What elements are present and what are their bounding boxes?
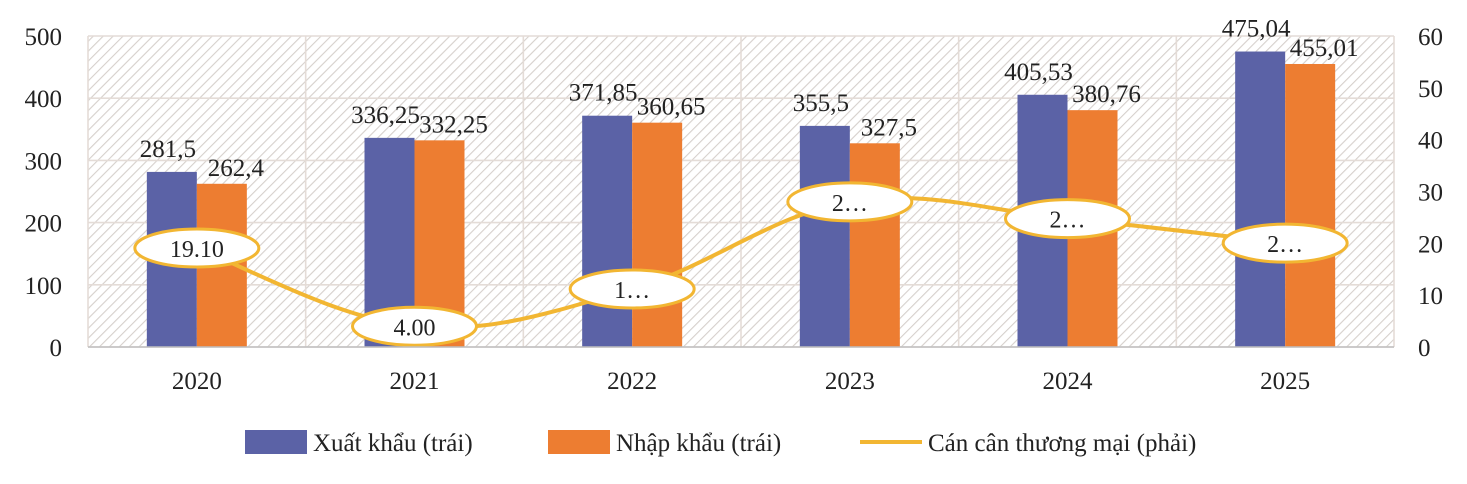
y-right-tick-label: 60 — [1418, 24, 1443, 51]
gridlines — [87, 35, 1395, 348]
balance-point-label: 1… — [614, 278, 650, 304]
y-left-tick-label: 400 — [25, 86, 63, 113]
bar-export-2023 — [799, 125, 850, 347]
x-tick-label: 2020 — [172, 368, 222, 395]
legend-swatch-1 — [548, 430, 610, 454]
data-label-export: 371,85 — [569, 80, 638, 107]
x-tick-label: 2023 — [825, 368, 875, 395]
data-label-export: 475,04 — [1222, 16, 1291, 43]
bar-export-2025 — [1235, 51, 1286, 348]
y-left-tick-label: 0 — [50, 335, 63, 362]
x-tick-label: 2025 — [1260, 368, 1310, 395]
y-right-tick-label: 40 — [1418, 128, 1443, 155]
data-label-import: 380,76 — [1072, 81, 1141, 108]
y-left-tick-label: 300 — [25, 148, 63, 175]
balance-point-label: 2… — [1050, 208, 1086, 234]
data-label-export: 405,53 — [1004, 59, 1073, 86]
balance-label-bubble — [1221, 222, 1349, 264]
data-label-import: 262,4 — [208, 155, 265, 182]
y-left-tick-label: 500 — [25, 24, 63, 51]
y-right-tick-label: 0 — [1418, 335, 1431, 362]
axes-group: 0 100 200 300 400 500 0 10 20 30 40 50 60 2020 2021 202… — [25, 24, 1444, 395]
legend-label-1: Nhập khẩu (trái) — [616, 430, 781, 457]
data-label-import: 360,65 — [637, 94, 706, 121]
legend-label-2: Cán cân thương mại (phải) — [928, 430, 1196, 457]
balance-label-bubble — [133, 227, 261, 269]
y-right-tick-label: 50 — [1418, 76, 1443, 103]
x-tick-label: 2024 — [1043, 368, 1094, 395]
bar-export-2022 — [582, 115, 633, 348]
data-label-import: 455,01 — [1290, 35, 1359, 62]
bar-import-2023 — [849, 143, 900, 347]
y-left-tick-label: 200 — [25, 211, 63, 238]
balance-point-label: 19.10 — [170, 237, 224, 263]
x-tick-label: 2022 — [607, 368, 657, 395]
y-left-tick-label: 100 — [25, 273, 63, 300]
balance-label-bubble — [786, 181, 914, 223]
x-tick-label: 2021 — [390, 368, 440, 395]
legend-swatch-0 — [245, 430, 307, 454]
balance-point-label: 2… — [1267, 232, 1303, 258]
balance-point-label: 2… — [832, 191, 868, 217]
data-label-export: 281,5 — [140, 136, 196, 163]
y-right-tick-label: 30 — [1418, 180, 1443, 207]
balance-label-bubble — [351, 305, 478, 347]
legend-label-0: Xuất khẩu (trái) — [313, 430, 473, 457]
y-right-tick-label: 20 — [1418, 231, 1443, 258]
y-right-tick-label: 10 — [1418, 283, 1443, 310]
balance-label-bubble — [568, 268, 696, 310]
data-label-import: 332,25 — [419, 111, 488, 138]
data-label-export: 336,25 — [351, 102, 420, 129]
data-label-import: 327,5 — [861, 114, 917, 141]
bar-import-2025 — [1285, 63, 1336, 348]
data-labels-group: 281,5 336,25 371,85 355,5 405,53 475,04 262,4 3… — [133, 16, 1359, 347]
balance-label-bubble — [1004, 198, 1131, 240]
bar-import-2022 — [632, 122, 683, 348]
balance-point-label: 4.00 — [394, 315, 436, 341]
legend: Xuất khẩu (trái) Nhập khẩu (trái) Cán cân … — [245, 430, 1196, 457]
data-label-export: 355,5 — [793, 90, 849, 117]
